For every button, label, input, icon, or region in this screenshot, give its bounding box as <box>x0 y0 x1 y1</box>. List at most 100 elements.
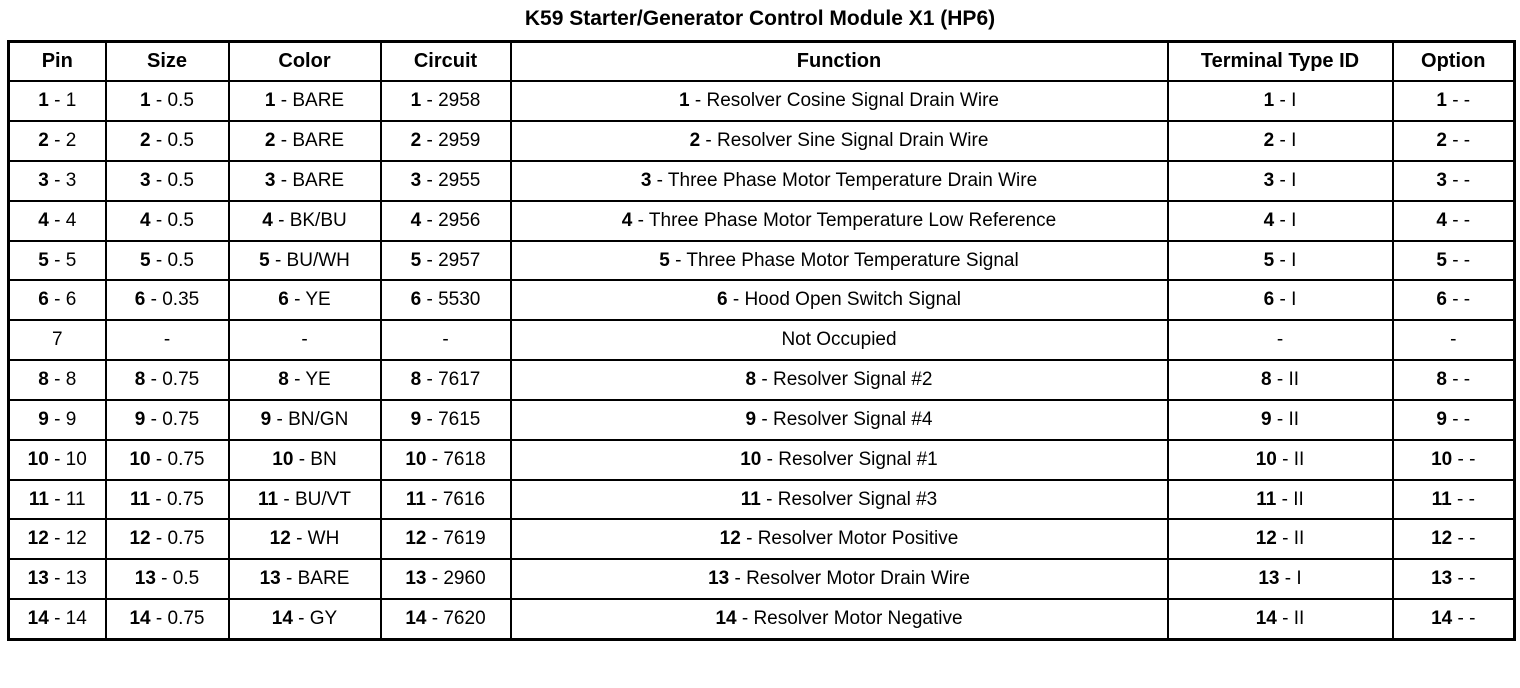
table-cell: 3 - 0.5 <box>104 159 230 202</box>
table-cell: 9 - II <box>1166 398 1394 441</box>
table-cell: 1 - 1 <box>7 80 107 123</box>
table-row: 12 - 12 12 - 0.75 12 - WH 12 - 7619 12 - Res… <box>7 518 1516 561</box>
table-cell: 12 - Resolver Motor Positive <box>509 518 1169 561</box>
table-cell: 8 - 7617 <box>379 359 512 401</box>
table-cell: 4 - 0.5 <box>104 199 230 242</box>
table-cell: 11 - BU/VT <box>227 478 382 521</box>
table-row: 7- - - Not Occupied - - <box>7 319 1516 362</box>
column-header-pin: Pin <box>7 40 107 83</box>
table-cell: 13 - 13 <box>7 558 107 601</box>
table-cell: 1 - - <box>1391 80 1516 123</box>
table-cell: 12 - 7619 <box>379 518 512 561</box>
table-cell: 8 - II <box>1166 359 1394 401</box>
table-cell: 3 - BARE <box>227 159 382 202</box>
table-cell: 2 - - <box>1391 120 1516 162</box>
table-cell: 5 - Three Phase Motor Temperature Signal <box>509 239 1169 282</box>
table-cell: 8 - 8 <box>7 359 107 401</box>
table-cell: 4 - 2956 <box>379 199 512 242</box>
table-cell: 14 - Resolver Motor Negative <box>509 598 1169 641</box>
column-header-color: Color <box>227 40 382 83</box>
column-header-function: Function <box>509 40 1169 83</box>
table-cell: 12 - - <box>1391 518 1516 561</box>
table-cell: 4 - - <box>1391 199 1516 242</box>
table-cell: - <box>1391 319 1516 362</box>
table-cell: 4 - BK/BU <box>227 199 382 242</box>
table-cell: 14 - 14 <box>7 598 107 641</box>
table-cell: - <box>227 319 382 362</box>
table-cell: 3 - 2955 <box>379 159 512 202</box>
table-cell: 1 - BARE <box>227 80 382 123</box>
table-cell: 10 - 7618 <box>379 438 512 481</box>
table-cell: 10 - II <box>1166 438 1394 481</box>
table-cell: 6 - 5530 <box>379 279 512 322</box>
table-cell: 13 - I <box>1166 558 1394 601</box>
table-cell: 11 - 0.75 <box>104 478 230 521</box>
table-cell: 13 - Resolver Motor Drain Wire <box>509 558 1169 601</box>
table-cell: 3 - Three Phase Motor Temperature Drain … <box>509 159 1169 202</box>
table-cell: 11 - Resolver Signal #3 <box>509 478 1169 521</box>
table-cell: 5 - BU/WH <box>227 239 382 282</box>
table-cell: 9 - Resolver Signal #4 <box>509 398 1169 441</box>
table-cell: 2 - Resolver Sine Signal Drain Wire <box>509 120 1169 162</box>
table-cell: 10 - - <box>1391 438 1516 481</box>
table-cell: 13 - - <box>1391 558 1516 601</box>
table-cell: 5 - 0.5 <box>104 239 230 282</box>
table-cell: 1 - Resolver Cosine Signal Drain Wire <box>509 80 1169 123</box>
table-cell: Not Occupied <box>509 319 1169 362</box>
table-cell: 13 - 2960 <box>379 558 512 601</box>
table-cell: - <box>104 319 230 362</box>
table-row: 11 - 11 11 - 0.75 11 - BU/VT 11 - 7616 11 - … <box>7 478 1516 521</box>
table-cell: 1 - 2958 <box>379 80 512 123</box>
table-cell: 4 - 4 <box>7 199 107 242</box>
table-cell: 3 - 3 <box>7 159 107 202</box>
table-cell: 2 - 2 <box>7 120 107 162</box>
table-cell: 2 - I <box>1166 120 1394 162</box>
table-cell: 2 - 2959 <box>379 120 512 162</box>
table-cell: 10 - 10 <box>7 438 107 481</box>
table-cell: 4 - I <box>1166 199 1394 242</box>
table-cell: 8 - - <box>1391 359 1516 401</box>
table-cell: 11 - II <box>1166 478 1394 521</box>
table-cell: 3 - I <box>1166 159 1394 202</box>
table-cell: 8 - Resolver Signal #2 <box>509 359 1169 401</box>
table-row: 14 - 14 14 - 0.75 14 - GY 14 - 7620 14 - Res… <box>7 598 1516 641</box>
table-cell: 6 - - <box>1391 279 1516 322</box>
pinout-table: Pin Size Color Circuit Function Terminal… <box>7 40 1516 641</box>
table-cell: 7 <box>7 319 107 362</box>
table-cell: 14 - 7620 <box>379 598 512 641</box>
table-cell: 13 - BARE <box>227 558 382 601</box>
header-row: Pin Size Color Circuit Function Terminal… <box>7 40 1516 83</box>
column-header-terminal-type-id: Terminal Type ID <box>1166 40 1394 83</box>
table-cell: 12 - II <box>1166 518 1394 561</box>
table-cell: 6 - I <box>1166 279 1394 322</box>
table-cell: 6 - 6 <box>7 279 107 322</box>
table-cell: 14 - GY <box>227 598 382 641</box>
column-header-circuit: Circuit <box>379 40 512 83</box>
table-cell: 14 - 0.75 <box>104 598 230 641</box>
column-header-size: Size <box>104 40 230 83</box>
table-cell: 10 - BN <box>227 438 382 481</box>
table-cell: - <box>379 319 512 362</box>
table-cell: - <box>1166 319 1394 362</box>
table-cell: 12 - WH <box>227 518 382 561</box>
table-cell: 10 - 0.75 <box>104 438 230 481</box>
table-cell: 12 - 0.75 <box>104 518 230 561</box>
table-cell: 5 - - <box>1391 239 1516 282</box>
column-header-option: Option <box>1391 40 1516 83</box>
table-cell: 2 - BARE <box>227 120 382 162</box>
table-cell: 2 - 0.5 <box>104 120 230 162</box>
table-cell: 1 - I <box>1166 80 1394 123</box>
table-cell: 11 - - <box>1391 478 1516 521</box>
table-cell: 3 - - <box>1391 159 1516 202</box>
table-cell: 5 - I <box>1166 239 1394 282</box>
table-row: 13 - 13 13 - 0.5 13 - BARE 13 - 2960 13 - Re… <box>7 558 1516 601</box>
table-cell: 14 - - <box>1391 598 1516 641</box>
table-cell: 1 - 0.5 <box>104 80 230 123</box>
